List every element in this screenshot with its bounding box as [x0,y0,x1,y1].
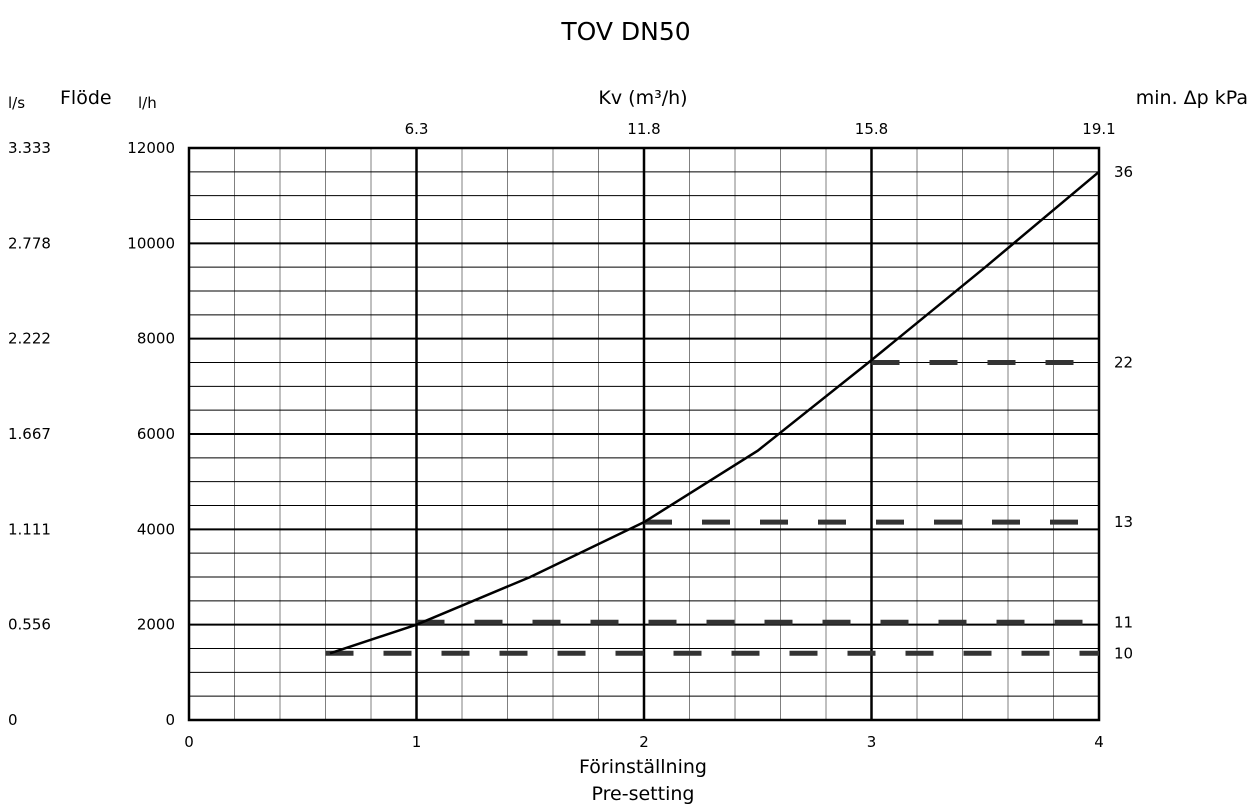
plot-area: 0 1 2 3 4 0 2000 4000 6000 8000 10000 12000 0 0.556 1.… [8,120,1133,751]
left-inner-axis-label: l/h [138,94,157,112]
flow-curve [329,170,1100,655]
dp-axis-label: min. Δp kPa [1136,87,1248,109]
kv-axis-label: Kv (m³/h) [598,87,687,109]
left-outer-axis-label: l/s [8,94,25,112]
kv-tick-label: 6.3 [405,120,429,138]
x-axis-label-line1: Förinställning [579,756,707,778]
dp-tick-label: 13 [1114,513,1133,531]
x-axis-label-line2: Pre-setting [592,783,695,805]
y-tick-label-lh: 2000 [137,616,175,634]
y-tick-label-ls: 1.111 [8,520,51,538]
chart-title: TOV DN50 [560,17,690,46]
x-tick-label: 0 [184,733,194,751]
kv-tick-label: 15.8 [855,120,888,138]
y-tick-label-lh: 0 [165,711,175,729]
y-tick-label-lh: 4000 [137,520,175,538]
dp-tick-label: 36 [1114,163,1133,181]
y-tick-label-ls: 0 [8,711,18,729]
x-tick-label: 4 [1094,733,1104,751]
dp-tick-label: 10 [1114,644,1133,662]
kv-tick-label: 11.8 [627,120,660,138]
y-tick-label-ls: 1.667 [8,425,51,443]
kv-tick-label: 19.1 [1082,120,1115,138]
y-tick-label-ls: 3.333 [8,139,51,157]
x-tick-label: 3 [867,733,877,751]
y-tick-label-ls: 2.778 [8,234,51,252]
x-tick-label: 1 [412,733,422,751]
flow-heading: Flöde [60,87,112,109]
y-tick-label-ls: 0.556 [8,616,51,634]
x-tick-label: 2 [639,733,649,751]
y-tick-label-lh: 10000 [127,234,175,252]
y-tick-label-lh: 8000 [137,330,175,348]
y-tick-label-ls: 2.222 [8,330,51,348]
dp-tick-label: 11 [1114,613,1133,631]
dp-tick-label: 22 [1114,354,1133,372]
y-tick-label-lh: 6000 [137,425,175,443]
y-tick-label-lh: 12000 [127,139,175,157]
plot-frame [187,146,1101,722]
